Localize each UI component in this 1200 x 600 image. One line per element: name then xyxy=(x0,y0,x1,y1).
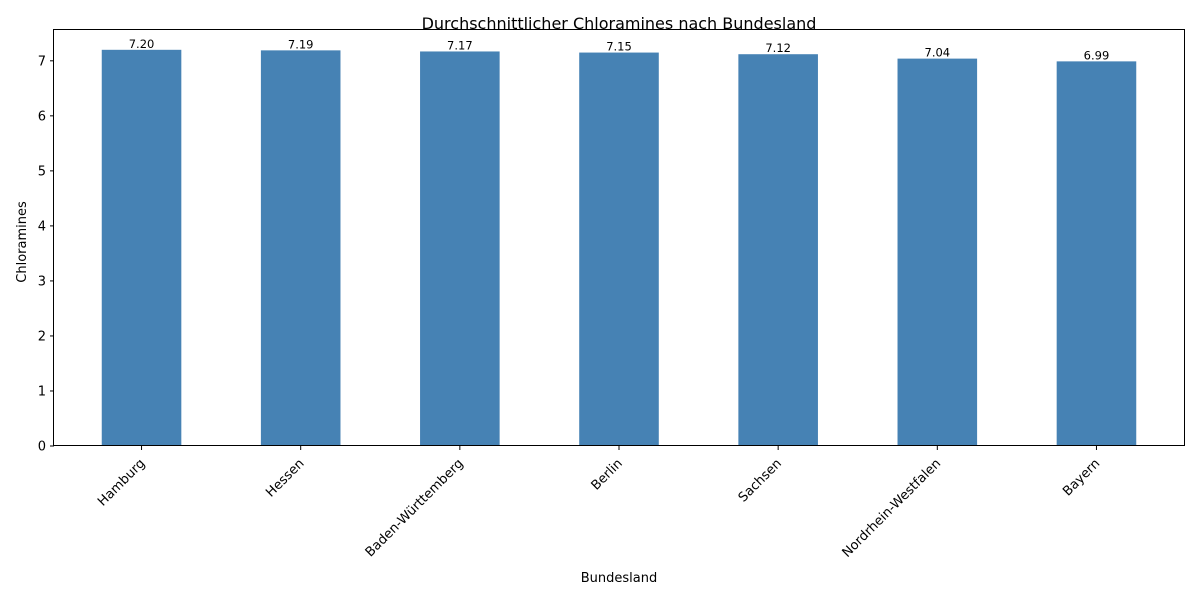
x-tick-label: Bayern xyxy=(1060,456,1103,499)
data-label: 7.19 xyxy=(288,37,314,51)
x-tick-label: Nordrhein-Westfalen xyxy=(840,456,944,560)
data-label: 7.17 xyxy=(447,38,473,52)
bar-hamburg xyxy=(101,49,182,447)
x-tick-label: Hessen xyxy=(263,456,307,500)
bar-bayern xyxy=(1056,61,1137,446)
bar-sachsen xyxy=(738,54,818,446)
bar-hessen xyxy=(260,50,341,446)
y-tick-label: 0 xyxy=(38,440,46,455)
x-tick-label: Baden-Württemberg xyxy=(363,456,467,560)
x-tick-label: Hamburg xyxy=(95,456,148,509)
data-label: 7.12 xyxy=(765,41,791,55)
bars-group: 7.20 7.19 7.17 7.15 7.12 7.04 6.99 xyxy=(101,37,1137,447)
y-tick-label: 7 xyxy=(38,54,46,69)
y-axis: 0 1 2 3 4 5 6 7 xyxy=(38,54,54,455)
y-tick-label: 2 xyxy=(38,329,46,344)
plot-frame xyxy=(53,29,1185,446)
x-axis-label: Bundesland xyxy=(581,571,658,586)
y-tick-label: 6 xyxy=(38,109,46,124)
data-label: 6.99 xyxy=(1084,48,1110,62)
data-label: 7.04 xyxy=(925,46,951,60)
y-axis-label: Chloramines xyxy=(15,201,30,283)
bar-nordrhein-westfalen xyxy=(897,58,978,446)
data-label: 7.20 xyxy=(129,37,155,51)
x-tick-label: Sachsen xyxy=(736,456,785,505)
y-tick-label: 3 xyxy=(38,274,46,289)
bar-baden-württemberg xyxy=(420,51,500,446)
y-tick-label: 4 xyxy=(38,219,46,234)
chart-title: Durchschnittlicher Chloramines nach Bund… xyxy=(422,14,817,33)
x-tick-label: Berlin xyxy=(589,456,626,493)
data-label: 7.15 xyxy=(606,40,632,54)
y-tick-label: 5 xyxy=(38,164,46,179)
bar-berlin xyxy=(579,52,659,446)
x-axis: Hamburg Hessen Baden-Württemberg Berlin Sach… xyxy=(95,446,1103,561)
y-tick-label: 1 xyxy=(38,384,46,399)
